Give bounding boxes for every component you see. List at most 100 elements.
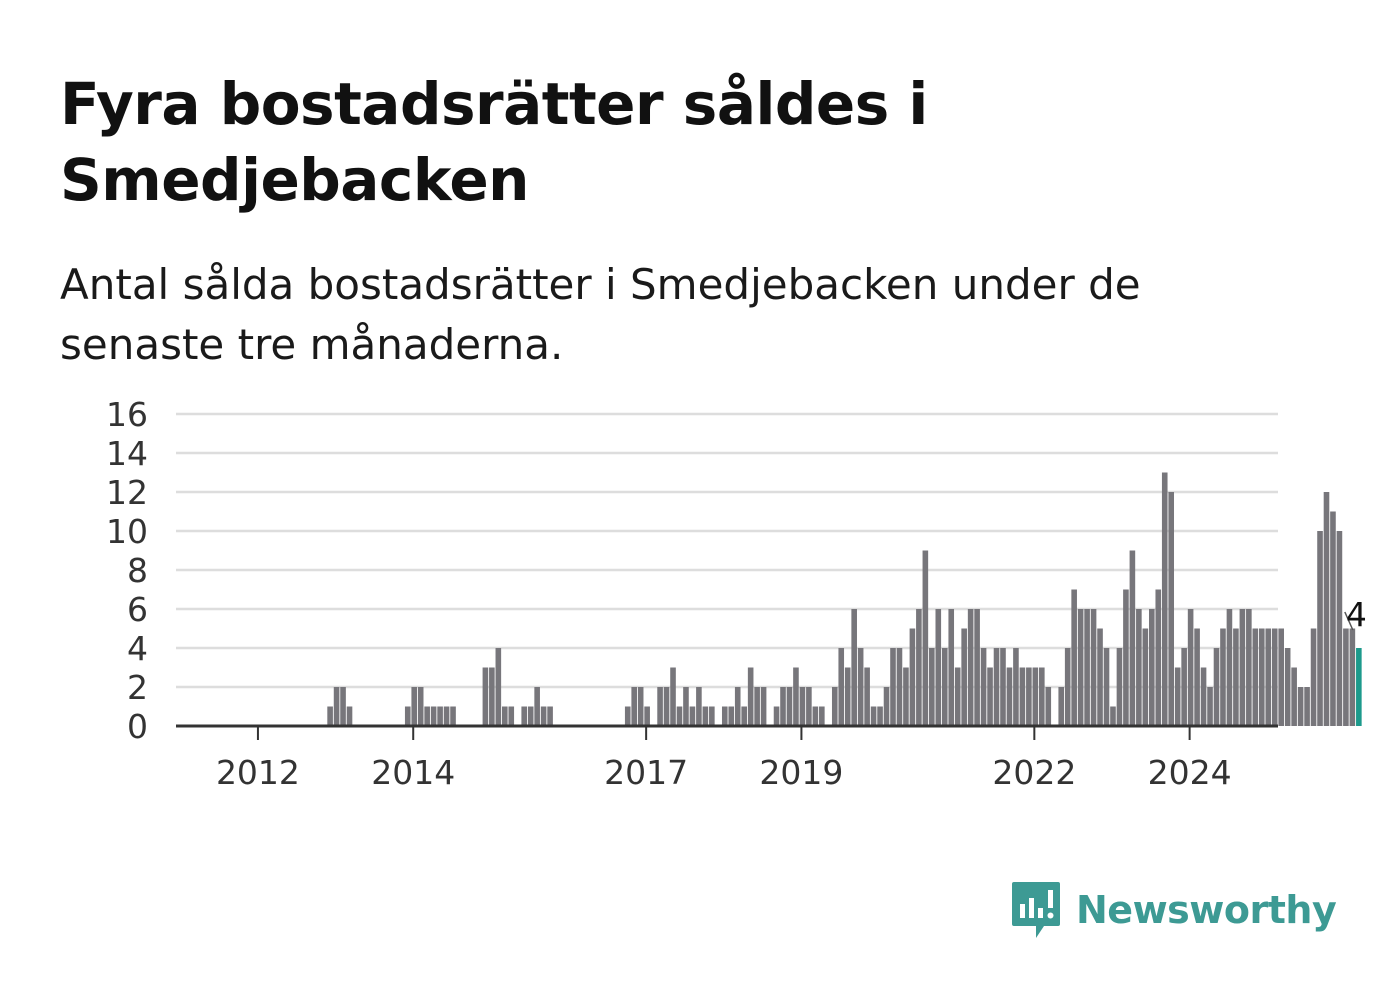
bar — [1220, 628, 1226, 726]
last-value-label: 4 — [1346, 595, 1367, 634]
bar — [1136, 609, 1142, 726]
bar — [637, 687, 644, 726]
bar — [430, 706, 437, 726]
bar — [1323, 492, 1330, 726]
bar — [1174, 667, 1181, 726]
bar — [1181, 648, 1187, 726]
bar — [980, 648, 987, 726]
bar — [1019, 667, 1026, 726]
bar — [1013, 648, 1019, 726]
bar — [1258, 628, 1265, 726]
bar — [857, 648, 864, 726]
bar — [903, 667, 909, 726]
bar — [754, 687, 760, 726]
bar — [1291, 667, 1297, 726]
bar — [644, 706, 650, 726]
bar — [327, 706, 333, 726]
bar — [1071, 589, 1077, 726]
bar — [1155, 589, 1162, 726]
bar — [1090, 609, 1097, 726]
bar — [1304, 687, 1310, 726]
bar — [663, 687, 670, 726]
bar — [1116, 648, 1123, 726]
bar — [1039, 667, 1045, 726]
bar — [1310, 628, 1317, 726]
bar — [935, 609, 942, 726]
y-tick-label: 0 — [127, 707, 148, 746]
bar — [883, 687, 890, 726]
bar — [1265, 628, 1272, 726]
bar — [1271, 628, 1278, 726]
bar — [1349, 628, 1356, 726]
bar — [954, 667, 961, 726]
bar — [1343, 628, 1349, 726]
bar — [1207, 687, 1213, 726]
bar — [450, 706, 456, 726]
bar — [1317, 531, 1323, 726]
bar — [1129, 550, 1136, 726]
bar — [1058, 687, 1065, 726]
bar — [670, 667, 676, 726]
bar — [806, 687, 812, 726]
bar — [747, 667, 754, 726]
bar — [417, 687, 424, 726]
annotation-leader-line — [1344, 611, 1354, 631]
bar — [1103, 648, 1110, 726]
x-tick-label: 2017 — [604, 753, 688, 792]
bar — [1045, 687, 1052, 726]
y-tick-label: 10 — [106, 512, 148, 551]
bar — [1226, 609, 1233, 726]
bar — [624, 706, 631, 726]
bar — [877, 706, 883, 726]
bar — [1330, 511, 1336, 726]
y-tick-label: 16 — [106, 395, 148, 434]
bar — [819, 706, 825, 726]
bar — [780, 687, 786, 726]
bar — [773, 706, 780, 726]
bar — [961, 628, 967, 726]
bar — [896, 648, 903, 726]
bar — [1123, 589, 1129, 726]
bar — [851, 609, 857, 726]
y-tick-label: 14 — [106, 434, 148, 473]
bar — [1032, 667, 1039, 726]
bars — [327, 472, 1362, 726]
bar — [1006, 667, 1013, 726]
bar — [831, 687, 838, 726]
brand-name: Newsworthy — [1076, 888, 1337, 932]
x-tick-label: 2014 — [371, 753, 455, 792]
y-tick-label: 12 — [106, 473, 148, 512]
bar — [1187, 609, 1194, 726]
bar — [346, 706, 353, 726]
bar — [812, 706, 819, 726]
bar — [1233, 628, 1239, 726]
bar — [333, 687, 340, 726]
bar — [631, 687, 637, 726]
bar — [974, 609, 980, 726]
bar — [1194, 628, 1200, 726]
bar — [495, 648, 502, 726]
bar — [1064, 648, 1071, 726]
bar — [916, 609, 922, 726]
bar — [1278, 628, 1284, 726]
bar — [1297, 687, 1304, 726]
bar — [1110, 706, 1116, 726]
bar — [527, 706, 534, 726]
bar — [1084, 609, 1090, 726]
bar — [1142, 628, 1149, 726]
bar — [993, 648, 1000, 726]
x-tick-label: 2024 — [1148, 753, 1232, 792]
newsworthy-logo: Newsworthy — [1010, 878, 1337, 942]
x-tick-label: 2012 — [216, 753, 300, 792]
x-axis-ticks: 2012 2014 2017 2019 2022 2024 — [216, 726, 1232, 792]
bar — [508, 706, 515, 726]
bar — [799, 687, 806, 726]
bar — [864, 667, 870, 726]
bar — [696, 687, 702, 726]
bar — [948, 609, 955, 726]
bar — [657, 687, 663, 726]
bar — [443, 706, 450, 726]
bar — [424, 706, 430, 726]
bar — [721, 706, 728, 726]
